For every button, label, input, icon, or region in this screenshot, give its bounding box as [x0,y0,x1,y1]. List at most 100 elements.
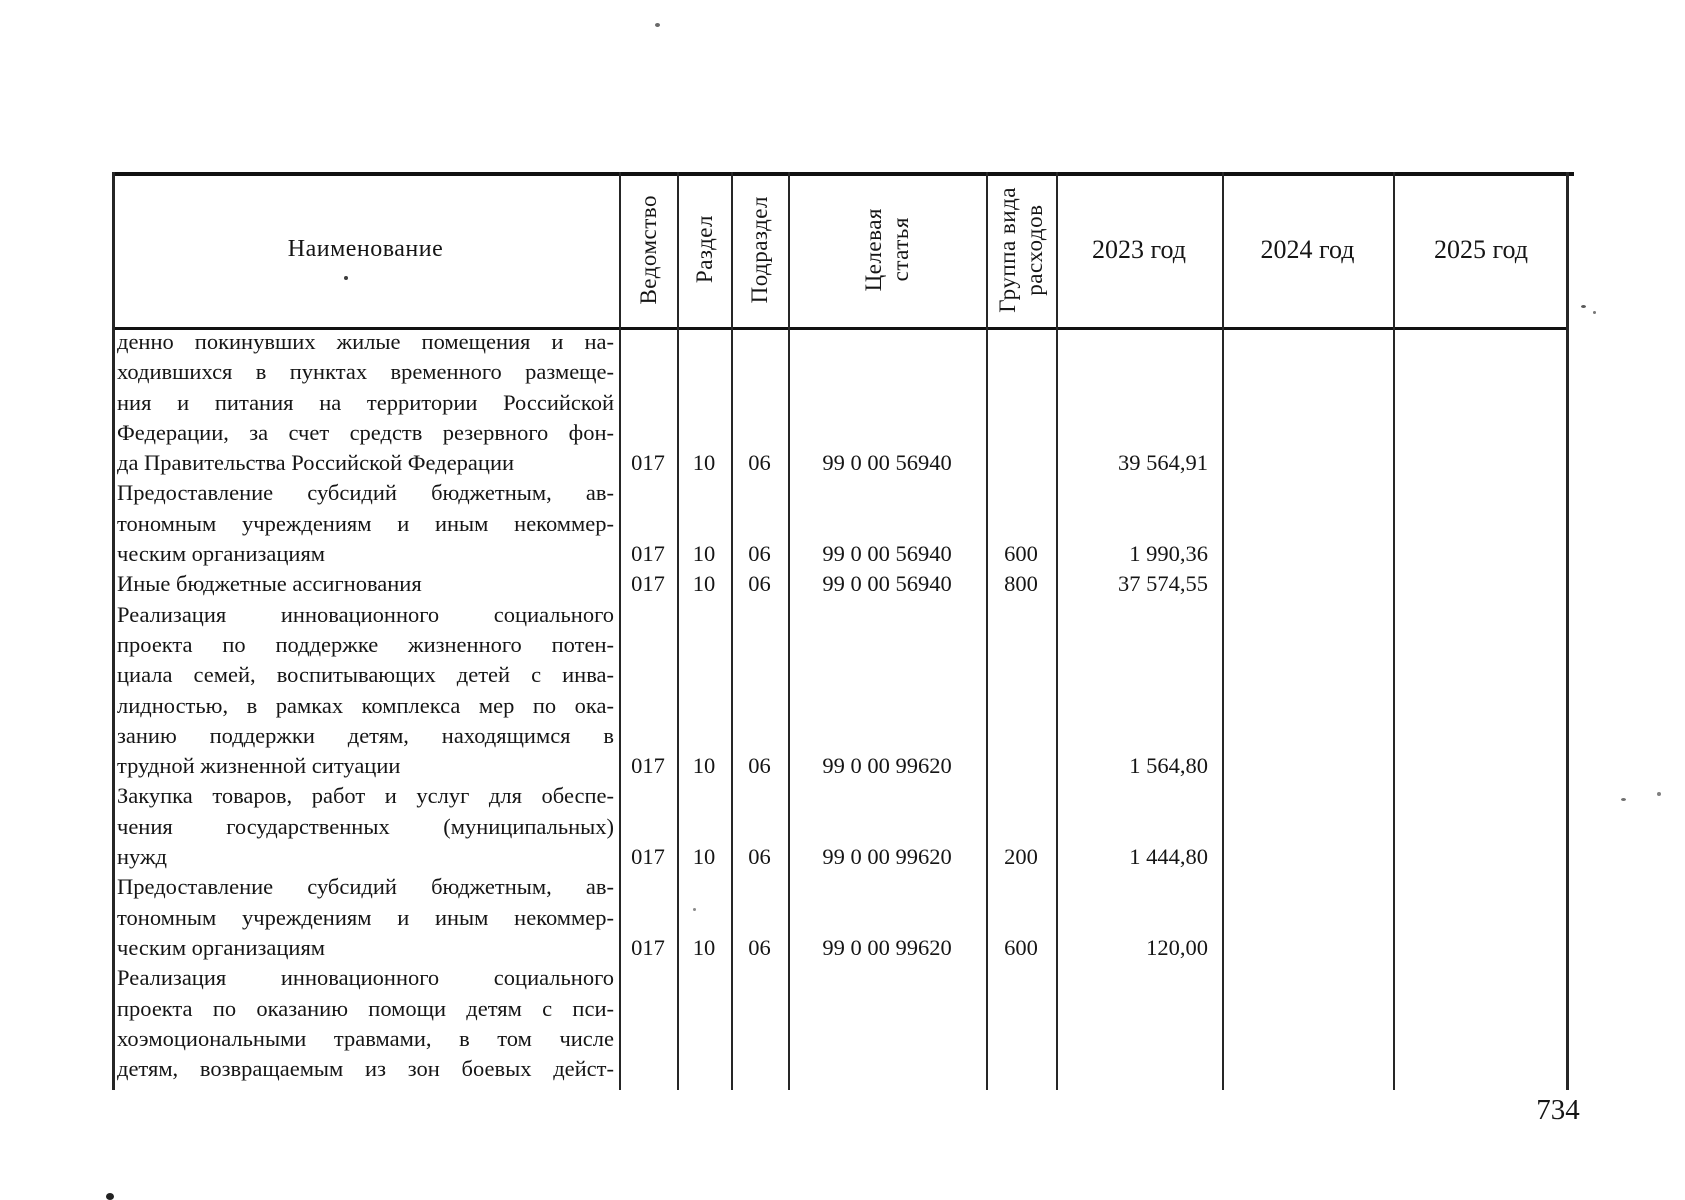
target-article-value: 99 0 00 99620 [822,844,952,870]
header-label-2023: 2023 год [1092,234,1186,264]
amount-2025 [1393,539,1569,569]
header-label-podrazdel: Подраздел [747,195,772,304]
scan-speck [1593,311,1596,314]
expense-group-value: 600 [1004,934,1038,960]
vedomstvo-value: 017 [631,934,665,960]
vedomstvo-value [619,1054,677,1084]
podrazdel-value: 06 [748,541,771,567]
podrazdel-value: 06 [748,753,771,779]
expense-group-value: 600 [1004,541,1038,567]
header-cell-name: Наименование [112,172,619,327]
razdel-value [677,1054,731,1084]
name-line: занию поддержки детям, находящимся в [117,722,614,748]
expense-group-value [986,448,1056,478]
table-row: денно покинувших жилые помещения и на- х… [112,327,1569,478]
name-line: чения государственных (муниципальных) [117,813,614,839]
header-cell-vedomstvo: Ведомство [619,172,677,327]
vedomstvo-value: 017 [631,844,665,870]
row-name-cell: Закупка товаров, работ и услуг для обесп… [112,781,619,872]
amount-2025 [1393,933,1569,963]
header-label-razdel: Раздел [691,215,717,284]
podrazdel-value [731,1054,788,1084]
name-line: ческим организациям [117,541,326,567]
amount-2025 [1393,1054,1569,1084]
header-cell-podrazdel: Подраздел [731,172,788,327]
name-line: проекта по поддержке жизненного потен- [117,631,614,657]
amount-2023: 1 990,36 [1129,541,1208,567]
scan-speck [106,1193,114,1200]
name-line: да Правительства Российской Федерации [117,450,515,476]
amount-2023: 39 564,91 [1118,450,1208,476]
table-row: Предоставление субсидий бюджетным, ав- т… [112,478,1569,569]
col-border-expense-group [986,172,988,1090]
header-cell-2025: 2025 год [1393,172,1569,327]
vedomstvo-value: 017 [631,753,665,779]
name-line: хоэмоциональными травмами, в том числе [117,1025,614,1051]
amount-2024 [1222,539,1393,569]
name-line: Закупка товаров, работ и услуг для обесп… [117,783,614,809]
header-label-target-article: Целевая статья [861,207,913,292]
target-article-value: 99 0 00 99620 [822,753,952,779]
scan-speck [1581,305,1586,308]
header-label-2024: 2024 год [1260,234,1355,264]
podrazdel-value: 06 [748,844,771,870]
amount-2024 [1222,751,1393,781]
amount-2025 [1393,448,1569,478]
name-line: Реализация инновационного социального [117,601,614,627]
amount-2024 [1222,842,1393,872]
expense-group-value [986,751,1056,781]
amount-2023: 37 574,55 [1118,571,1208,597]
expense-group-value [986,1054,1056,1084]
header-label-2025: 2025 год [1434,234,1528,264]
name-line: проекта по оказанию помощи детям с пси- [117,995,614,1021]
scan-speck [344,276,348,280]
amount-2024 [1222,448,1393,478]
name-line: циала семей, воспитывающих детей с инва- [117,662,614,688]
row-name-cell: Предоставление субсидий бюджетным, ав- т… [112,478,619,569]
header-cell-expense-group: Группа вида расходов [986,172,1056,327]
name-line: денно покинувших жилые помещения и на- [117,329,614,354]
name-line: нужд [117,844,167,870]
col-border-razdel [677,172,679,1090]
target-article-value [788,1054,986,1084]
target-article-value: 99 0 00 56940 [822,571,952,597]
amount-2023: 120,00 [1146,934,1208,960]
name-line: ходившихся в пунктах временного размеще- [117,359,614,385]
podrazdel-value: 06 [748,934,771,960]
header-label-vedomstvo: Ведомство [635,194,661,305]
table-row: Закупка товаров, работ и услуг для обесп… [112,781,1569,872]
target-article-value: 99 0 00 56940 [822,450,952,476]
vedomstvo-value: 017 [631,571,665,597]
header-label-name: Наименование [287,236,444,262]
col-border-vedomstvo [619,172,621,1090]
row-name-cell: Реализация инновационного социального пр… [112,963,619,1084]
header-cell-2023: 2023 год [1056,172,1222,327]
col-border-podrazdel [731,172,733,1090]
row-name-cell: денно покинувших жилые помещения и на- х… [112,327,619,478]
table-row: Реализация инновационного социального пр… [112,963,1569,1084]
amount-2025 [1393,751,1569,781]
razdel-value: 10 [692,934,716,960]
name-line: тономным учреждениям и иным некоммер- [117,904,614,930]
scan-speck [693,908,696,911]
target-article-value: 99 0 00 56940 [822,541,952,567]
name-line: Предоставление субсидий бюджетным, ав- [117,874,614,900]
header-bottom-border [112,327,1569,330]
vedomstvo-value: 017 [631,450,665,476]
header-cell-target-article: Целевая статья [788,172,986,327]
header-cell-2024: 2024 год [1222,172,1393,327]
col-border-2025 [1393,172,1395,1090]
scan-speck [1657,792,1661,796]
razdel-value: 10 [692,844,716,870]
col-border-target-article [788,172,790,1090]
table-row: Предоставление субсидий бюджетным, ав- т… [112,872,1569,963]
table-body: денно покинувших жилые помещения и на- х… [112,327,1569,1084]
amount-2023: 1 444,80 [1129,844,1208,870]
amount-2025 [1393,569,1569,599]
scan-speck [1621,798,1626,801]
target-article-value: 99 0 00 99620 [822,934,952,960]
header-label-expense-group: Группа вида расходов [995,186,1047,313]
name-line: ния и питания на территории Российской [117,389,614,415]
amount-2023 [1056,1054,1222,1084]
